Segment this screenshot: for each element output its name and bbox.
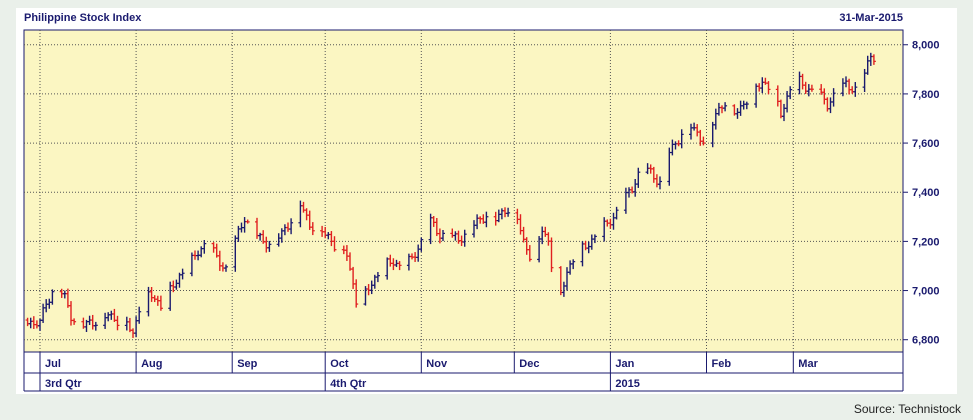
price-bar [484, 211, 489, 228]
price-bar [158, 295, 163, 311]
price-bar [419, 237, 424, 252]
y-tick-label: 7,600 [912, 138, 940, 150]
price-bar [115, 315, 120, 331]
month-label: Oct [330, 358, 349, 370]
chart-date: 31-Mar-2015 [839, 12, 903, 24]
month-label: Nov [426, 358, 448, 370]
month-label: Dec [519, 358, 539, 370]
price-bar [701, 136, 706, 146]
month-label: Jan [615, 358, 634, 370]
stock-chart: 6,800 7,000 7,200 7,400 7,600 7,800 8,000 Jul A… [23, 29, 940, 392]
price-bar [375, 272, 380, 283]
price-bar [809, 84, 814, 92]
price-bar [658, 176, 662, 190]
price-bar [397, 261, 402, 271]
price-bar [202, 239, 207, 254]
price-bar [224, 264, 228, 272]
y-tick-label: 7,800 [912, 89, 940, 101]
price-bar [549, 237, 554, 273]
y-tick-label: 7,000 [912, 286, 940, 298]
price-bar [441, 229, 445, 242]
price-bar [636, 167, 641, 188]
y-tick-label: 7,400 [912, 187, 940, 199]
price-bar [592, 234, 597, 244]
price-bar [267, 240, 272, 252]
price-bar [506, 207, 511, 217]
price-bar [723, 102, 728, 112]
y-tick-label: 7,200 [912, 236, 940, 248]
price-bar [788, 86, 793, 100]
price-bar [180, 268, 185, 280]
quarter-label: 3rd Qtr [45, 378, 82, 390]
x-axis: Jul Aug Sep Oct Nov Dec Jan Feb Mar 3rd Qtr 4th Qt… [23, 352, 904, 392]
month-label: Aug [141, 358, 162, 370]
price-bar [871, 54, 876, 65]
price-bar [93, 321, 98, 331]
source-note: Source: Technistock [853, 402, 961, 416]
quarter-label: 4th Qtr [330, 378, 367, 390]
price-bar [50, 289, 55, 305]
price-bar [245, 219, 250, 224]
price-bar [354, 279, 359, 308]
price-bar [527, 245, 532, 262]
price-bar [614, 206, 619, 220]
quarter-label: 2015 [615, 378, 639, 390]
month-label: Feb [712, 358, 732, 370]
price-bars [25, 52, 876, 338]
y-tick-label: 6,800 [912, 335, 940, 347]
price-bar [853, 82, 858, 97]
y-tick-label: 8,000 [912, 40, 940, 52]
price-bar [571, 259, 576, 270]
price-bar [289, 218, 294, 235]
month-label: Jul [45, 358, 61, 370]
price-bar [766, 81, 771, 95]
y-axis: 6,800 7,000 7,200 7,400 7,600 7,800 8,000 [903, 40, 940, 347]
price-bar [72, 318, 77, 325]
price-bar [679, 129, 684, 149]
month-label: Sep [237, 358, 257, 370]
price-bar [137, 306, 142, 324]
price-bar [744, 101, 749, 110]
month-label: Mar [798, 358, 818, 370]
chart-title: Philippine Stock Index [24, 12, 142, 24]
price-bar [831, 88, 836, 107]
price-bar [310, 222, 315, 236]
price-bar [332, 236, 337, 252]
plot-area [23, 29, 904, 353]
price-bar [462, 229, 467, 247]
